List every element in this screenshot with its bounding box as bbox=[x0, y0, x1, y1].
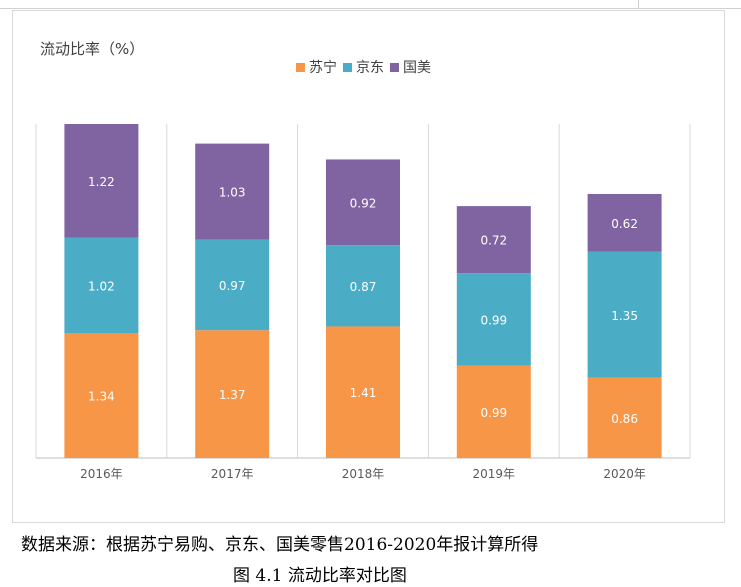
bar-segment bbox=[456, 206, 531, 274]
bar-segment bbox=[195, 143, 270, 240]
bar-segment bbox=[326, 245, 400, 327]
bar-segment bbox=[64, 237, 139, 333]
data-label: 0.97 bbox=[219, 279, 246, 293]
x-tick-label: 2018年 bbox=[342, 467, 385, 481]
data-label: 1.34 bbox=[88, 389, 115, 403]
bar-segment bbox=[64, 332, 139, 458]
data-label: 0.99 bbox=[480, 406, 507, 420]
bar-segment bbox=[587, 377, 662, 458]
data-label: 0.72 bbox=[480, 234, 507, 248]
data-label: 0.99 bbox=[480, 313, 507, 327]
legend-swatch-gome bbox=[390, 62, 399, 72]
x-tick-label: 2016年 bbox=[80, 467, 123, 481]
figure-caption: 图 4.1 流动比率对比图 bbox=[233, 566, 407, 586]
data-label: 0.87 bbox=[350, 280, 377, 294]
bar-segment bbox=[587, 251, 662, 378]
top-rule bbox=[0, 8, 741, 9]
data-label: 1.02 bbox=[88, 279, 115, 293]
legend-label-suning: 苏宁 bbox=[309, 60, 337, 76]
data-label: 0.92 bbox=[350, 196, 377, 210]
bar-segment bbox=[456, 273, 531, 366]
legend-swatch-jd bbox=[343, 62, 352, 72]
x-tick-label: 2020年 bbox=[603, 467, 646, 481]
legend-item-suning: 苏宁 bbox=[296, 57, 337, 77]
legend-label-jd: 京东 bbox=[356, 60, 384, 76]
legend-item-jd: 京东 bbox=[343, 57, 384, 77]
legend-item-gome: 国美 bbox=[390, 57, 431, 77]
bar-segment bbox=[326, 159, 400, 246]
x-tick-label: 2017年 bbox=[211, 467, 254, 481]
bar-segment bbox=[64, 124, 139, 238]
data-label: 1.37 bbox=[219, 388, 246, 402]
data-label: 0.86 bbox=[611, 412, 638, 426]
x-tick-label: 2019年 bbox=[473, 467, 516, 481]
data-label: 1.35 bbox=[611, 309, 638, 323]
data-label: 1.22 bbox=[88, 175, 115, 189]
bar-segment bbox=[195, 239, 270, 331]
chart-title: 流动比率（%） bbox=[40, 40, 145, 58]
data-label: 0.62 bbox=[611, 217, 638, 231]
data-label: 1.41 bbox=[350, 386, 377, 400]
source-note: 数据来源：根据苏宁易购、京东、国美零售2016-2020年报计算所得 bbox=[21, 535, 539, 555]
legend-swatch-suning bbox=[296, 62, 305, 72]
bar-segment bbox=[587, 193, 662, 252]
top-tick bbox=[638, 0, 639, 8]
data-label: 1.03 bbox=[219, 186, 246, 200]
bar-segment bbox=[195, 330, 270, 458]
bar-segment bbox=[456, 365, 531, 458]
legend: 苏宁 京东 国美 bbox=[296, 57, 437, 77]
bar-segment bbox=[326, 326, 400, 458]
legend-label-gome: 国美 bbox=[403, 60, 431, 76]
